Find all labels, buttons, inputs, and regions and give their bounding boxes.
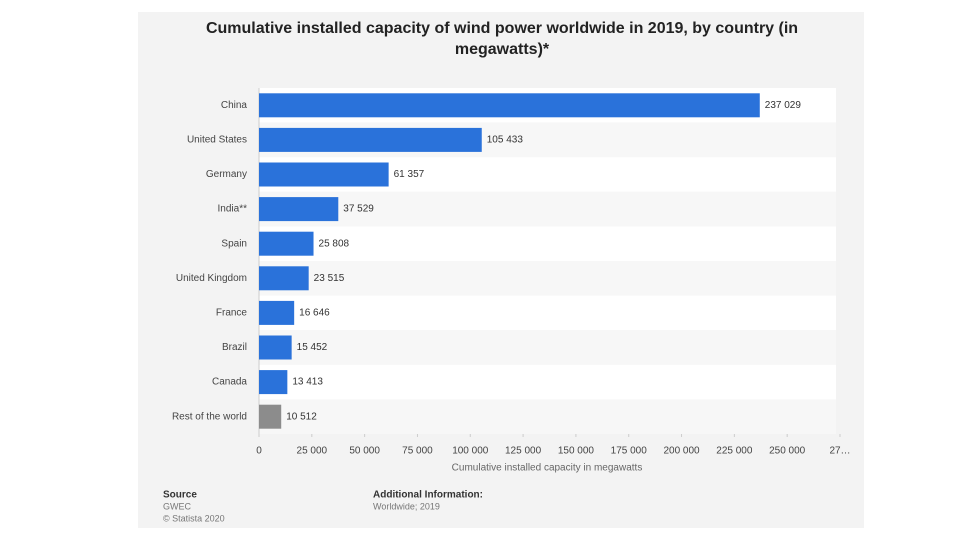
x-tick-label: 27… [829,446,850,457]
y-tick-label: United States [187,135,247,146]
value-label: 105 433 [487,135,524,146]
info-title: Additional Information: [373,490,483,501]
y-tick-label: China [221,100,248,111]
row-band [259,261,836,296]
y-tick-label: Brazil [222,342,247,353]
row-band [259,295,836,331]
bar [259,335,292,360]
bar [259,231,314,256]
x-tick-label: 175 000 [611,446,648,457]
y-tick-label: Rest of the world [172,411,247,422]
bar [259,266,309,291]
row-band [259,364,836,400]
value-label: 16 646 [299,308,330,319]
title-line: megawatts)* [455,41,550,58]
y-tick-label: United Kingdom [176,273,247,284]
bar [259,404,282,429]
row-band [259,399,836,434]
x-tick-label: 50 000 [349,446,380,457]
x-axis-label: Cumulative installed capacity in megawat… [452,463,643,474]
value-label: 37 529 [343,204,374,215]
x-tick-label: 225 000 [716,446,753,457]
value-label: 25 808 [319,238,350,249]
value-label: 237 029 [765,100,802,111]
x-tick-label: 0 [256,446,262,457]
bar [259,300,295,325]
chart-title: Cumulative installed capacity of wind po… [206,20,798,58]
bar [259,370,288,395]
title-line: Cumulative installed capacity of wind po… [206,20,798,37]
x-tick-label: 250 000 [769,446,806,457]
row-band [259,191,836,227]
row-band [259,226,836,261]
bar [259,127,482,152]
source: GWEC [163,501,191,511]
bar [259,162,389,187]
value-label: 23 515 [314,273,345,284]
x-tick-label: 100 000 [452,446,489,457]
source-title: Source [163,490,197,501]
y-tick-label: Spain [221,238,247,249]
value-label: 10 512 [286,411,317,422]
x-tick-label: 150 000 [558,446,595,457]
value-label: 61 357 [394,169,425,180]
value-label: 15 452 [297,342,328,353]
value-label: 13 413 [292,377,323,388]
row-band [259,330,836,365]
x-tick-label: 75 000 [402,446,433,457]
y-tick-label: Canada [212,377,247,388]
y-tick-label: France [216,308,248,319]
x-tick-label: 200 000 [663,446,700,457]
bar [259,93,760,118]
x-tick-label: 125 000 [505,446,542,457]
bar [259,197,339,222]
source: © Statista 2020 [163,513,225,523]
x-tick-label: 25 000 [297,446,328,457]
y-tick-label: Germany [206,169,247,180]
info: Worldwide; 2019 [373,501,440,511]
y-tick-label: India** [218,204,248,215]
